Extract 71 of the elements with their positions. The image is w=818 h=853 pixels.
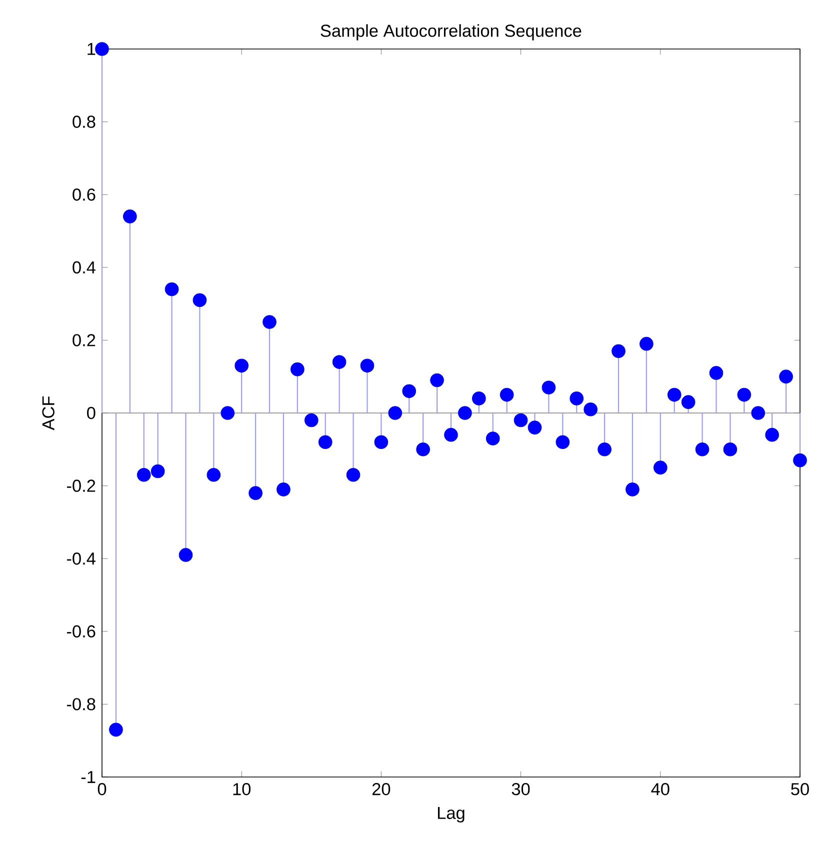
point bbox=[276, 482, 290, 496]
point bbox=[640, 336, 654, 351]
point bbox=[304, 413, 318, 428]
x-tick-label: 0 bbox=[98, 783, 106, 796]
y-tick-label: -0.6 bbox=[66, 625, 96, 638]
point bbox=[262, 315, 276, 329]
point bbox=[695, 442, 710, 456]
point bbox=[584, 402, 598, 416]
point bbox=[318, 435, 332, 450]
y-tick-label: 0 bbox=[87, 406, 96, 420]
point bbox=[709, 366, 724, 380]
point bbox=[109, 722, 123, 737]
point bbox=[500, 388, 514, 402]
x-tick-label: 10 bbox=[233, 783, 251, 796]
point bbox=[206, 468, 221, 482]
point bbox=[472, 392, 486, 406]
point bbox=[346, 468, 360, 482]
point bbox=[164, 282, 179, 296]
y-tick-label: 0.2 bbox=[72, 334, 96, 346]
point bbox=[136, 468, 151, 482]
point bbox=[667, 388, 682, 402]
point bbox=[793, 453, 807, 468]
point bbox=[612, 344, 626, 358]
point bbox=[95, 42, 109, 56]
y-axis-title: ACF bbox=[42, 396, 54, 430]
point bbox=[737, 388, 752, 402]
point bbox=[765, 428, 779, 442]
point bbox=[430, 373, 444, 388]
x-tick-label: 20 bbox=[372, 783, 390, 796]
y-tick-label: 0.8 bbox=[72, 116, 96, 128]
point bbox=[178, 548, 193, 562]
y-tick-label: -0.8 bbox=[66, 698, 96, 710]
y-tick-label: 0.4 bbox=[72, 261, 96, 274]
point bbox=[150, 464, 165, 478]
point bbox=[528, 420, 542, 434]
x-tick-label: 50 bbox=[791, 783, 809, 796]
x-axis-title: Lag bbox=[438, 807, 464, 822]
point bbox=[290, 362, 304, 376]
y-tick-label: -0.4 bbox=[66, 552, 96, 565]
point bbox=[374, 435, 388, 450]
point bbox=[123, 210, 137, 224]
point bbox=[570, 392, 584, 406]
point bbox=[332, 355, 346, 369]
point bbox=[751, 406, 766, 420]
point bbox=[234, 358, 249, 373]
point bbox=[598, 442, 612, 456]
x-tick-label: 40 bbox=[651, 783, 670, 796]
y-tick-label: 0.6 bbox=[72, 188, 96, 201]
point bbox=[416, 442, 430, 456]
y-tick-label: 1 bbox=[88, 43, 96, 55]
point bbox=[388, 406, 402, 420]
point bbox=[220, 406, 235, 420]
point bbox=[192, 293, 207, 308]
y-tick-label: -0.2 bbox=[66, 480, 96, 492]
chart-title: Sample Autocorrelation Sequence bbox=[320, 24, 582, 40]
point bbox=[486, 432, 500, 446]
point bbox=[779, 370, 793, 384]
point bbox=[542, 380, 556, 394]
point bbox=[626, 482, 640, 496]
point bbox=[444, 428, 458, 442]
point bbox=[458, 406, 472, 420]
point bbox=[723, 442, 738, 456]
point bbox=[681, 395, 696, 409]
point bbox=[360, 358, 374, 373]
point bbox=[653, 460, 668, 475]
x-tick-label: 30 bbox=[512, 783, 530, 796]
point bbox=[248, 486, 262, 500]
y-tick-label: -1 bbox=[81, 771, 96, 783]
point bbox=[556, 435, 570, 450]
point bbox=[514, 413, 528, 428]
point bbox=[402, 384, 416, 398]
